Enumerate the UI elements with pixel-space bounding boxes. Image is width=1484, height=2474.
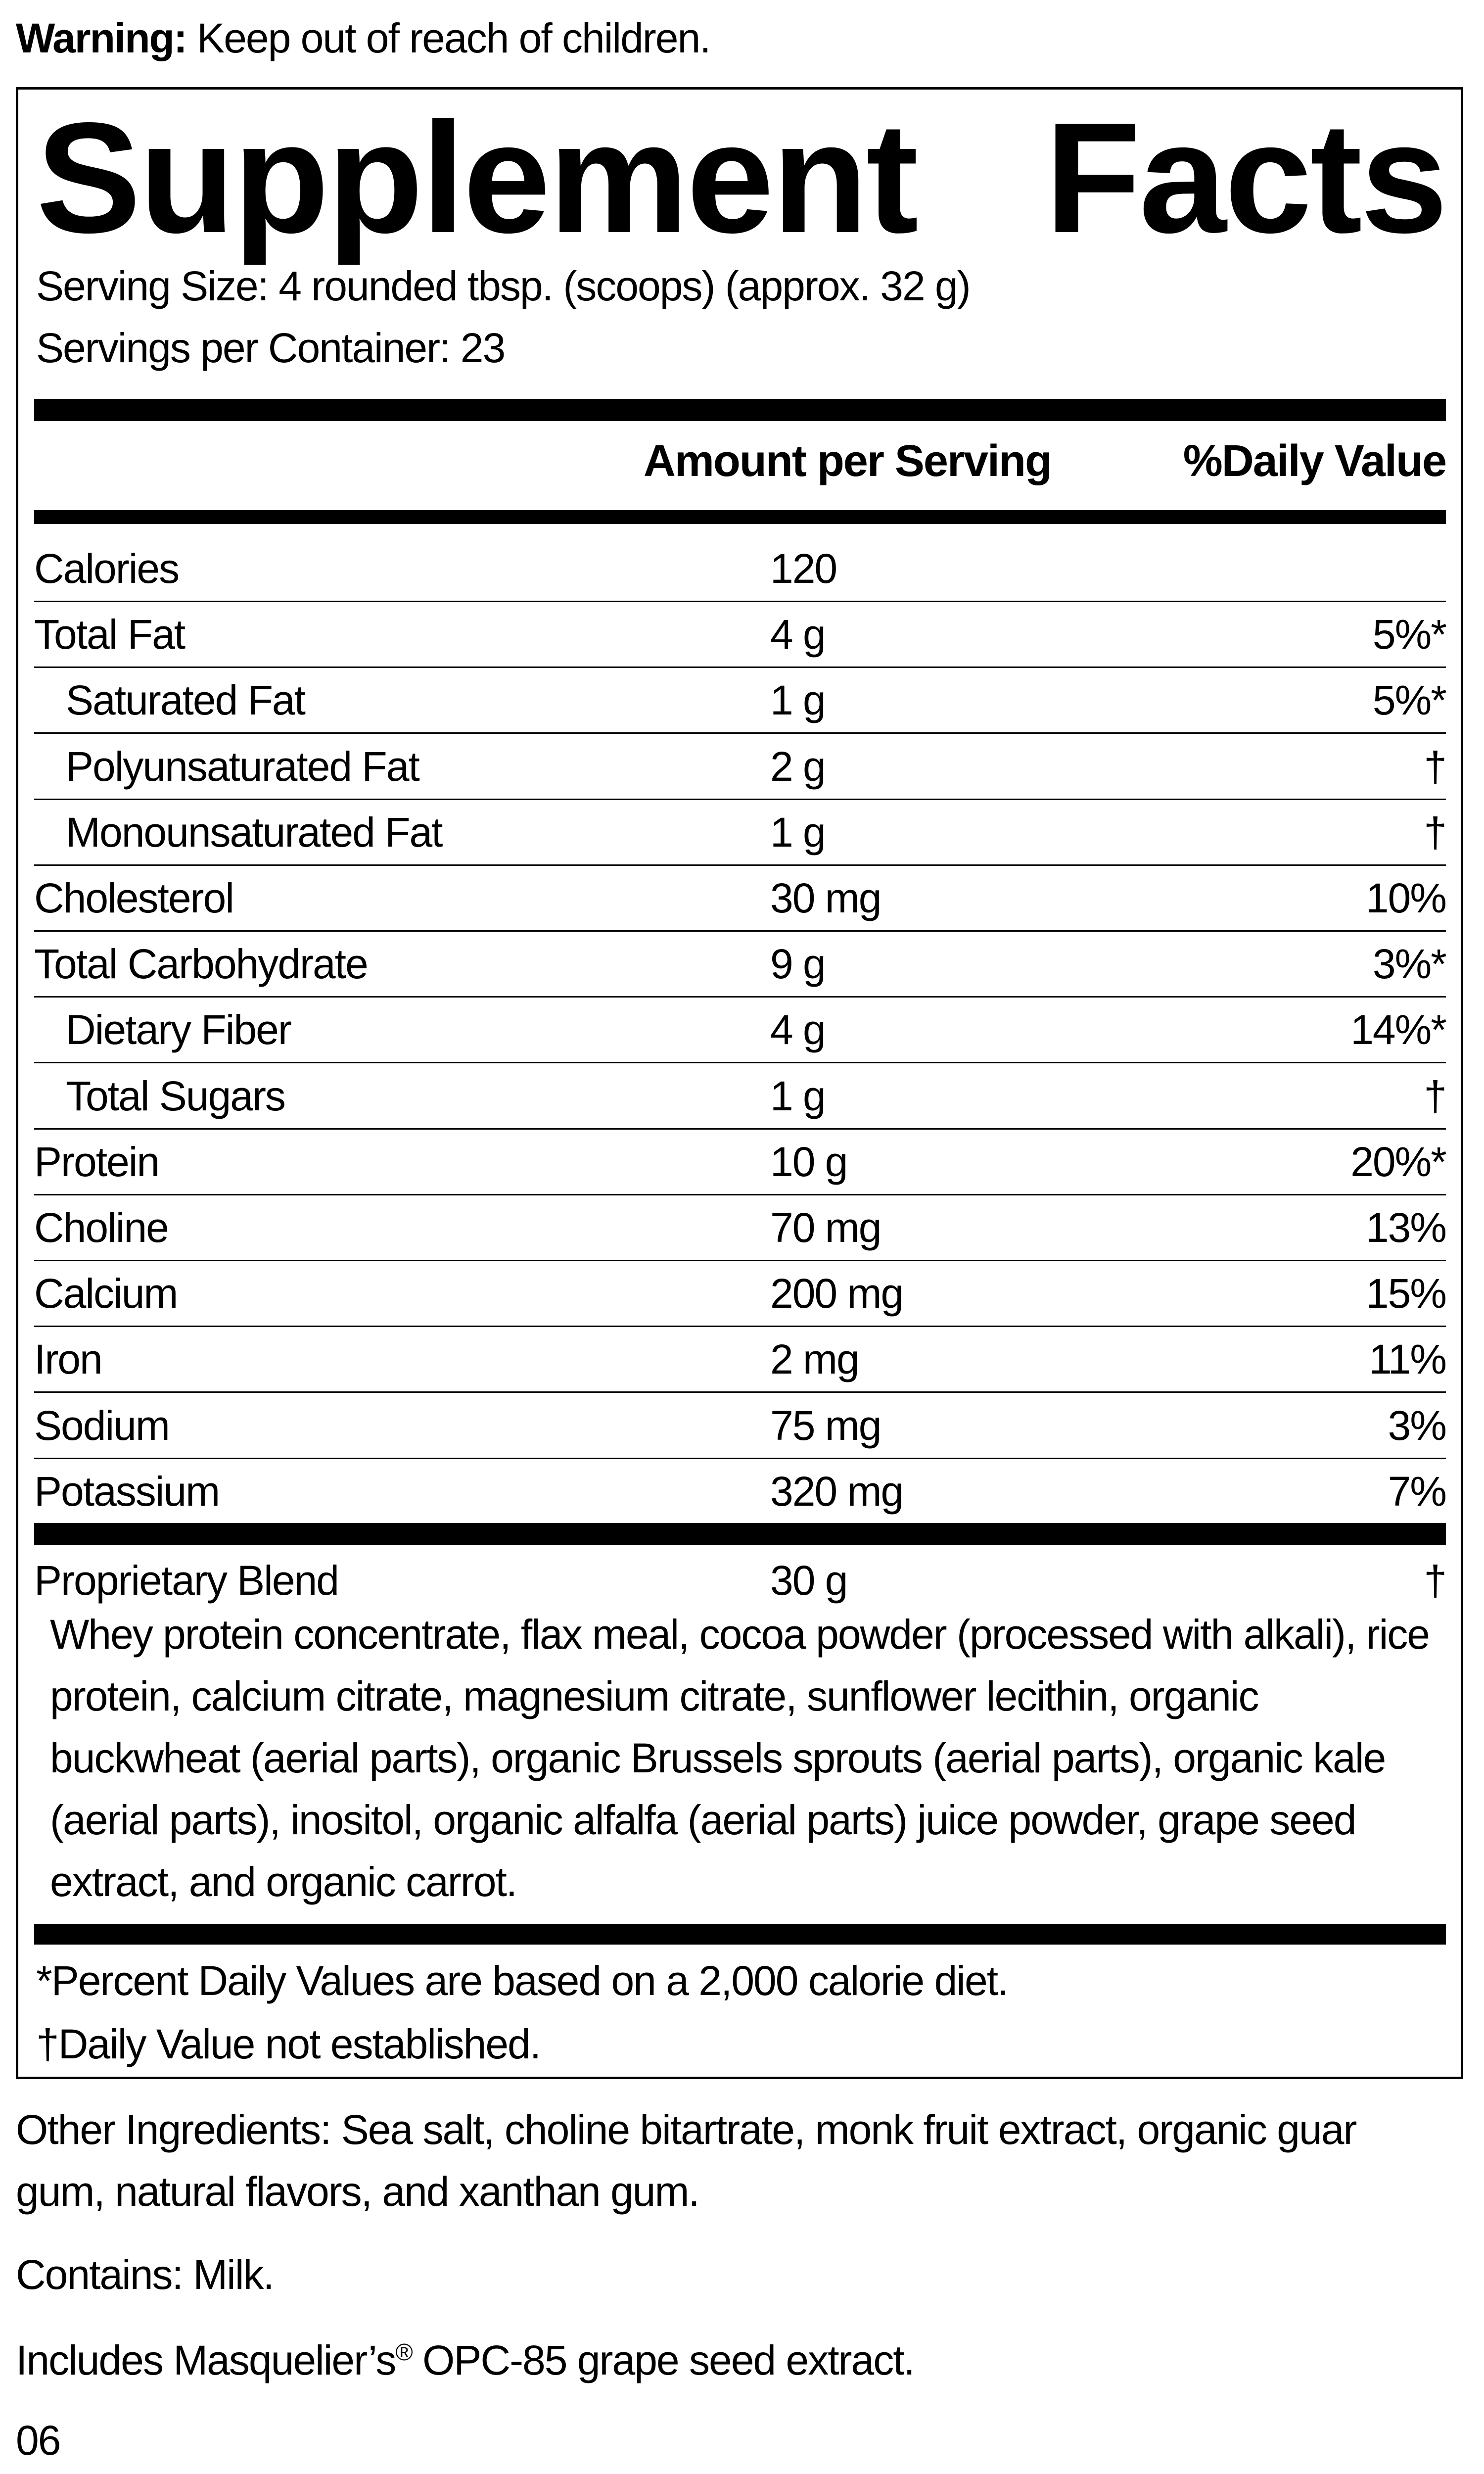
blend-dv: † xyxy=(1424,1557,1447,1604)
nutrient-name: Protein xyxy=(34,1138,160,1185)
nutrient-name: Choline xyxy=(34,1204,169,1251)
nutrient-amount: 2 g xyxy=(770,743,826,790)
nutrient-amount: 1 g xyxy=(770,677,826,724)
nutrient-amount: 75 mg xyxy=(770,1402,881,1449)
nutrient-name: Cholesterol xyxy=(34,875,234,921)
nutrient-name: Total Fat xyxy=(34,611,186,658)
nutrient-dv: † xyxy=(1424,1072,1447,1119)
nutrient-name: Dietary Fiber xyxy=(66,1006,292,1053)
nutrient-row: Total Fat 4 g 5%* xyxy=(34,601,1447,668)
nutrient-dv: 5%* xyxy=(1372,611,1447,658)
nutrient-amount: 200 mg xyxy=(770,1270,904,1317)
nutrient-row: Potassium 320 mg 7% xyxy=(34,1458,1447,1523)
contains: Contains: Milk. xyxy=(16,2251,275,2298)
serving-size: Serving Size: 4 rounded tbsp. (scoops) (… xyxy=(36,263,971,309)
thick-divider xyxy=(34,1523,1446,1545)
nutrient-amount: 10 g xyxy=(770,1138,848,1185)
medium-divider xyxy=(34,510,1446,524)
supplement-facts-panel: Supplement Facts Serving Size: 4 rounded … xyxy=(16,87,1463,2079)
includes-statement: Includes Masquelier’s® OPC-85 grape seed… xyxy=(16,2337,915,2383)
nutrient-row: Iron 2 mg 11% xyxy=(34,1326,1447,1393)
blend-name: Proprietary Blend xyxy=(34,1557,339,1604)
nutrient-row: Total Sugars 1 g † xyxy=(34,1062,1447,1130)
nutrient-row: Protein 10 g 20%* xyxy=(34,1128,1447,1195)
nutrient-dv: 15% xyxy=(1365,1270,1447,1317)
thick-divider xyxy=(34,1924,1446,1945)
nutrient-amount: 1 g xyxy=(770,809,826,856)
nutrient-amount: 2 mg xyxy=(770,1336,860,1383)
footnote-pdv: *Percent Daily Values are based on a 2,0… xyxy=(36,1957,1009,2004)
nutrient-name: Total Sugars xyxy=(66,1072,286,1119)
nutrient-amount: 30 mg xyxy=(770,875,881,921)
thick-divider xyxy=(34,399,1446,421)
nutrient-row: Sodium 75 mg 3% xyxy=(34,1392,1447,1459)
title-word-1: Supplement xyxy=(36,90,919,266)
nutrient-row: Calories 120 xyxy=(34,535,1446,602)
nutrient-dv: 5%* xyxy=(1372,677,1447,724)
footnote-dagger: †Daily Value not established. xyxy=(36,2021,541,2067)
nutrient-name: Monounsaturated Fat xyxy=(66,809,443,856)
nutrient-amount: 1 g xyxy=(770,1072,826,1119)
nutrient-amount: 4 g xyxy=(770,1006,826,1053)
blend-ingredients: Whey protein concentrate, flax meal, coc… xyxy=(50,1611,1430,1905)
label-code: 06 xyxy=(16,2417,61,2464)
includes-post: OPC-85 grape seed extract. xyxy=(412,2337,915,2383)
nutrient-amount: 70 mg xyxy=(770,1204,881,1251)
warning-text: Keep out of reach of children. xyxy=(186,15,711,61)
nutrient-row: Dietary Fiber 4 g 14%* xyxy=(34,996,1447,1064)
nutrient-row: Choline 70 mg 13% xyxy=(34,1194,1447,1261)
nutrient-dv: 3%* xyxy=(1372,941,1447,988)
nutrient-name: Calcium xyxy=(34,1270,178,1317)
registered-mark: ® xyxy=(395,2339,413,2366)
nutrient-name: Sodium xyxy=(34,1402,170,1449)
nutrient-amount: 120 xyxy=(770,545,837,592)
dv-header: %Daily Value xyxy=(1183,436,1447,486)
nutrient-name: Potassium xyxy=(34,1468,220,1515)
other-ingredients: Other Ingredients: Sea salt, choline bit… xyxy=(16,2106,1357,2215)
includes-pre: Includes Masquelier’s xyxy=(16,2337,396,2383)
nutrient-row: Calcium 200 mg 15% xyxy=(34,1260,1447,1328)
panel-title: Supplement Facts xyxy=(36,90,1448,266)
nutrient-row: Total Carbohydrate 9 g 3%* xyxy=(34,930,1447,998)
blend-amount: 30 g xyxy=(770,1557,848,1604)
nutrient-dv: 11% xyxy=(1369,1336,1447,1383)
nutrient-dv: 3% xyxy=(1388,1402,1447,1449)
nutrient-amount: 9 g xyxy=(770,941,826,988)
nutrient-name: Saturated Fat xyxy=(66,677,306,724)
amount-header: Amount per Serving xyxy=(643,436,1052,486)
nutrient-dv: † xyxy=(1424,743,1447,790)
nutrient-dv: 7% xyxy=(1388,1468,1447,1515)
nutrient-name: Polyunsaturated Fat xyxy=(66,743,420,790)
nutrient-dv: 14%* xyxy=(1350,1006,1447,1053)
nutrient-amount: 320 mg xyxy=(770,1468,904,1515)
nutrient-row: Polyunsaturated Fat 2 g † xyxy=(34,733,1447,800)
warning: Warning: Keep out of reach of children. xyxy=(16,15,711,61)
proprietary-blend-row: Proprietary Blend 30 g † xyxy=(34,1547,1447,1613)
nutrient-dv: 20%* xyxy=(1350,1138,1447,1185)
nutrient-row: Saturated Fat 1 g 5%* xyxy=(34,666,1447,734)
nutrient-name: Iron xyxy=(34,1336,103,1383)
nutrient-dv: 10% xyxy=(1365,875,1447,921)
servings-per-container: Servings per Container: 23 xyxy=(36,325,506,371)
nutrient-amount: 4 g xyxy=(770,611,826,658)
nutrient-dv: † xyxy=(1424,809,1447,856)
nutrient-row: Monounsaturated Fat 1 g † xyxy=(34,799,1447,866)
warning-label: Warning: xyxy=(16,15,187,61)
nutrient-dv: 13% xyxy=(1365,1204,1447,1251)
nutrient-name: Calories xyxy=(34,545,180,592)
nutrient-row: Cholesterol 30 mg 10% xyxy=(34,864,1447,932)
title-word-2: Facts xyxy=(1045,90,1448,266)
nutrient-name: Total Carbohydrate xyxy=(34,941,369,988)
